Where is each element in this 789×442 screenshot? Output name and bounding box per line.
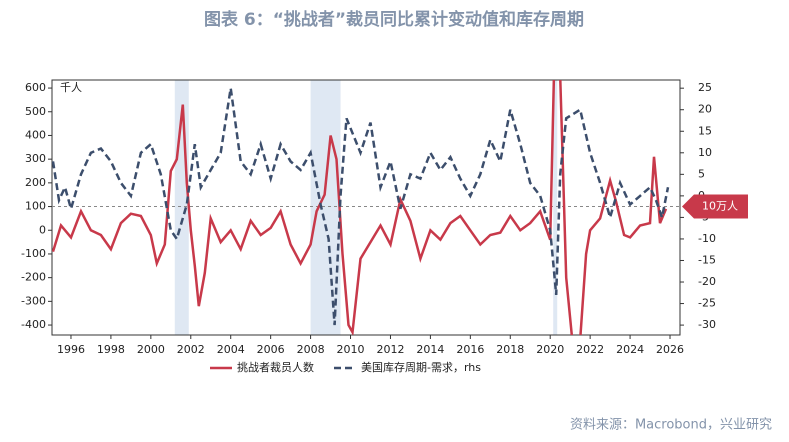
- y2-tick-label: -15: [698, 253, 716, 266]
- source: 资料来源：Macrobond，兴业研究: [570, 418, 772, 433]
- y-tick-label: 600: [25, 81, 46, 94]
- reference-label: 10万人: [702, 200, 738, 213]
- y-tick-label: -200: [21, 271, 46, 284]
- y2-tick-label: -25: [698, 297, 716, 310]
- legend-label: 挑战者裁员人数: [237, 360, 314, 374]
- plot-frame: [51, 79, 681, 336]
- y2-tick-label: 10: [698, 146, 712, 159]
- x-tick-label: 2008: [297, 343, 325, 356]
- x-tick-label: 2022: [576, 343, 604, 356]
- y-tick-label: 400: [25, 128, 46, 141]
- x-tick-label: 2000: [137, 343, 165, 356]
- x-tick-label: 2002: [177, 343, 205, 356]
- x-tick-label: 2024: [616, 343, 644, 356]
- x-tick-label: 1998: [97, 343, 125, 356]
- y-tick-label: 500: [25, 105, 46, 118]
- y2-tick-label: 15: [698, 124, 712, 137]
- series-line: [52, 80, 668, 335]
- reference-badge: [682, 194, 748, 219]
- x-tick-label: 2004: [217, 343, 245, 356]
- y2-tick-label: 20: [698, 103, 712, 116]
- y2-tick-label: -20: [698, 275, 716, 288]
- x-tick-label: 1996: [57, 343, 85, 356]
- y2-tick-label: 25: [698, 81, 712, 94]
- legend-label: 美国库存周期-需求，rhs: [361, 360, 481, 374]
- y-tick-label: 100: [25, 200, 46, 213]
- y2-tick-label: -30: [698, 318, 716, 331]
- y-tick-label: 300: [25, 152, 46, 165]
- x-tick-label: 2012: [376, 343, 404, 356]
- y-tick-label: -300: [21, 294, 46, 307]
- y-tick-label: -100: [21, 247, 46, 260]
- x-tick-label: 2010: [337, 343, 365, 356]
- x-tick-label: 2016: [456, 343, 484, 356]
- x-tick-label: 2026: [656, 343, 684, 356]
- y-tick-label: 0: [39, 223, 46, 236]
- x-tick-label: 2014: [416, 343, 444, 356]
- x-tick-label: 2006: [257, 343, 285, 356]
- y-tick-label: -400: [21, 318, 46, 331]
- y2-tick-label: 5: [698, 167, 705, 180]
- recession-band: [310, 80, 341, 335]
- y2-tick-label: -10: [698, 232, 716, 245]
- y-tick-label: 200: [25, 176, 46, 189]
- chart-title: 图表 6：“挑战者”裁员同比累计变动值和库存周期: [204, 9, 584, 30]
- x-tick-label: 2018: [496, 343, 524, 356]
- x-tick-label: 2020: [536, 343, 564, 356]
- recession-band: [553, 80, 558, 335]
- series-line: [52, 88, 670, 326]
- y-axis-label: 千人: [60, 81, 82, 94]
